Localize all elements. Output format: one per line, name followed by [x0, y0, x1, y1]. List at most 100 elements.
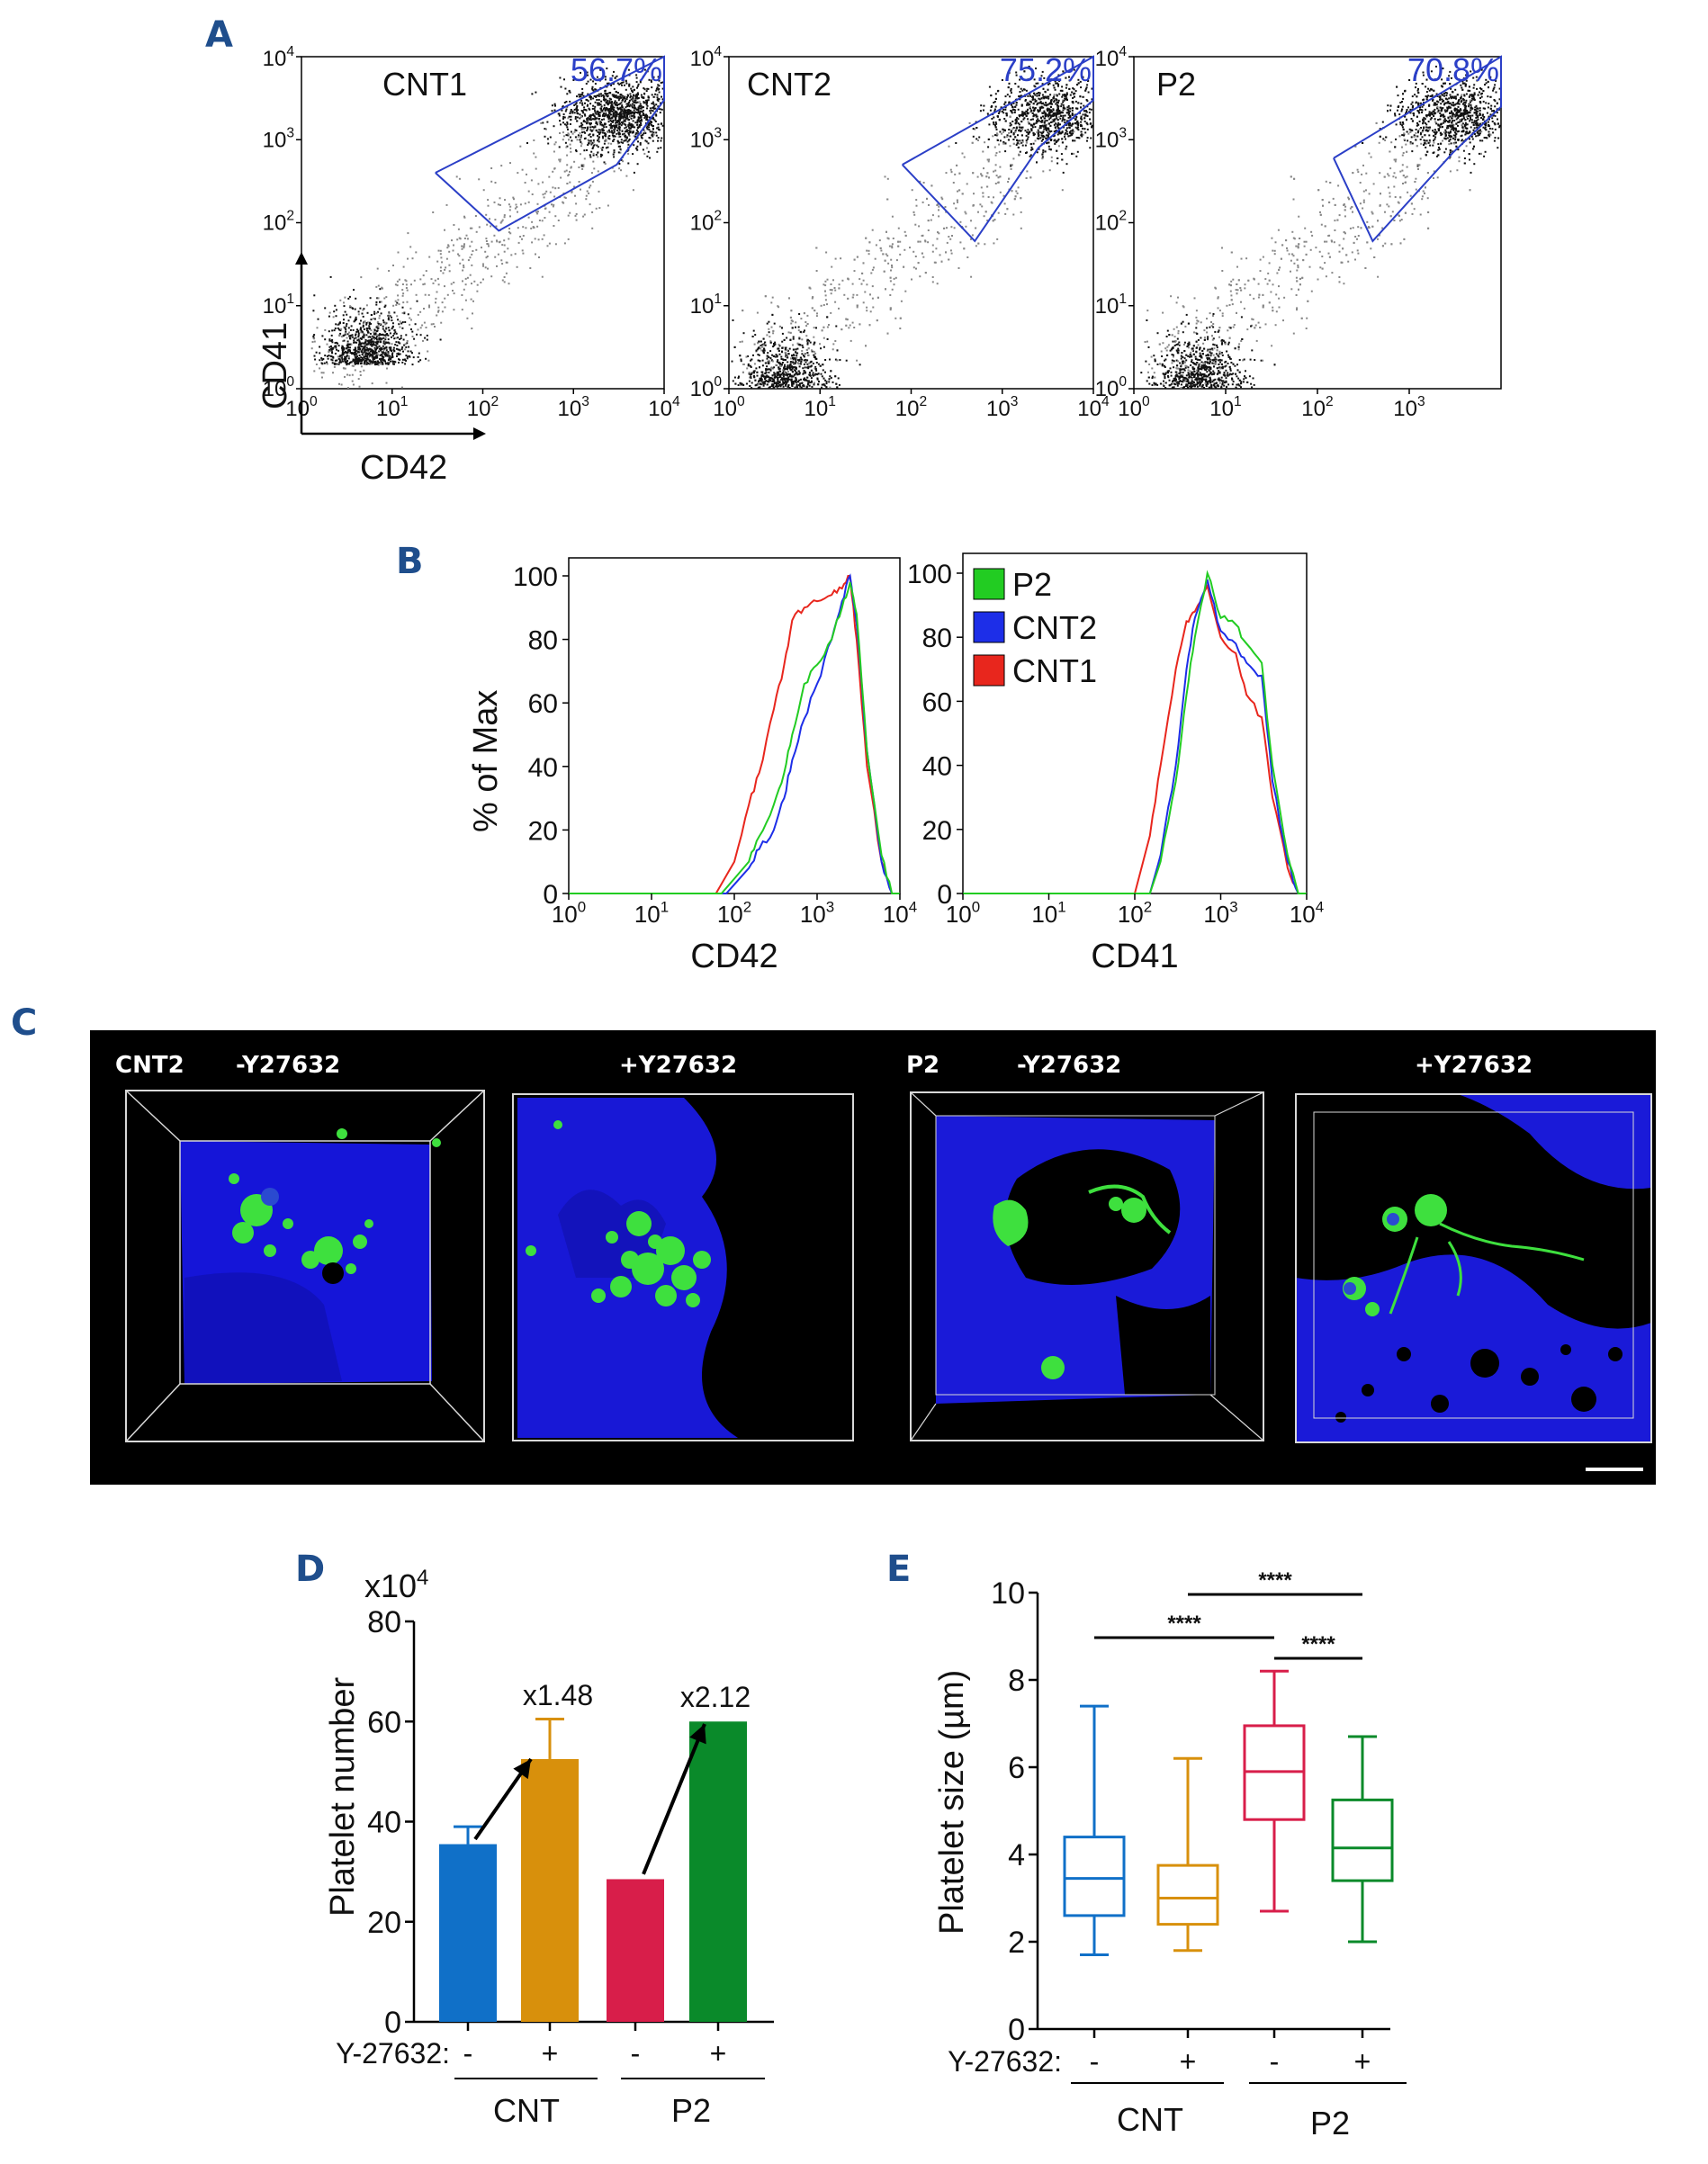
scatter-dot	[379, 340, 382, 343]
scatter-dot	[551, 203, 553, 206]
scatter-dot	[321, 376, 323, 379]
scatter-dot	[369, 344, 372, 346]
scatter-dot	[391, 355, 394, 358]
scatter-dot	[396, 301, 399, 304]
scatter-dot	[439, 338, 442, 341]
scatter-dot	[575, 212, 578, 215]
scatter-dot	[595, 207, 598, 210]
scatter-dot	[1062, 103, 1065, 106]
scatter-dot	[418, 352, 420, 355]
scatter-dot	[931, 276, 934, 278]
scatter-dot	[1065, 86, 1067, 89]
scatter-dot	[320, 362, 323, 364]
scatter-dot	[990, 94, 993, 97]
scatter-dot	[1086, 114, 1089, 117]
scatter-dot	[1065, 94, 1068, 96]
scatter-dot	[1056, 94, 1058, 96]
scatter-dot	[750, 375, 752, 378]
scatter-dot	[591, 113, 594, 116]
scatter-dot	[319, 367, 321, 370]
scatter-dot	[777, 305, 779, 308]
scatter-dot	[928, 203, 930, 206]
scatter-dot	[562, 131, 564, 134]
scatter-dot	[989, 109, 992, 112]
scatter-dot	[612, 132, 615, 135]
scatter-dot	[865, 237, 867, 239]
scatter-dot	[1062, 118, 1065, 121]
scatter-dot	[381, 355, 383, 357]
scatter-dot	[328, 346, 331, 348]
scatter-dot	[1060, 114, 1063, 117]
scatter-dot	[615, 90, 617, 93]
scatter-dot	[567, 132, 570, 135]
scatter-dot	[1049, 148, 1052, 151]
scatter-dot	[636, 148, 639, 151]
scatter-dot	[385, 349, 388, 352]
scatter-dot	[830, 376, 832, 379]
scatter-dot	[341, 358, 344, 361]
scatter-dot	[773, 372, 776, 374]
scatter-dot	[809, 382, 812, 384]
scatter-dot	[776, 371, 778, 373]
scatter-dot	[1073, 68, 1075, 71]
scatter-dot	[616, 112, 618, 115]
scatter-dot	[802, 367, 805, 370]
scatter-dot	[1003, 118, 1006, 120]
scatter-dot	[787, 361, 789, 364]
scatter-dot	[487, 204, 490, 207]
scatter-dot	[389, 355, 391, 357]
scatter-dot	[554, 215, 557, 218]
scatter-dot	[648, 129, 651, 131]
scatter-dot	[552, 170, 554, 173]
scatter-dot	[1061, 130, 1064, 133]
scatter-dot	[1080, 121, 1083, 123]
scatter-dot	[536, 212, 539, 215]
scatter-dot	[621, 133, 624, 136]
scatter-dot	[975, 138, 978, 140]
scatter-dot	[418, 360, 420, 363]
scatter-dot	[651, 103, 653, 105]
scatter-dot	[589, 108, 591, 111]
scatter-dot	[1036, 103, 1038, 106]
scatter-dot	[373, 361, 375, 364]
scatter-dot	[505, 272, 508, 274]
scatter-dot	[592, 89, 595, 92]
scatter-dot	[552, 186, 554, 189]
scatter-dot	[862, 279, 865, 282]
scatter-dot	[616, 120, 619, 121]
scatter-dot	[360, 319, 362, 322]
scatter-dot	[1017, 85, 1020, 88]
scatter-dot	[1039, 108, 1041, 111]
scatter-dot	[657, 100, 660, 103]
scatter-dot	[591, 211, 594, 213]
scatter-dot	[401, 294, 404, 297]
scatter-dot	[610, 105, 613, 107]
scatter-dot	[1082, 127, 1083, 130]
scatter-dot	[373, 312, 376, 315]
scatter-dot	[1025, 177, 1028, 179]
scatter-dot	[791, 385, 794, 387]
scatter-dot	[1070, 132, 1073, 135]
scatter-dot	[437, 310, 439, 313]
scatter-dot	[765, 368, 768, 371]
scatter-dot	[439, 249, 442, 252]
scatter-dot	[852, 293, 855, 296]
scatter-dot	[661, 124, 664, 127]
scatter-dot	[591, 130, 594, 132]
scatter-dot	[471, 227, 473, 229]
scatter-dot	[1047, 145, 1050, 148]
scatter-dot	[1023, 112, 1026, 114]
scatter-dot	[642, 133, 644, 136]
scatter-dot	[582, 121, 585, 122]
scatter-dot	[385, 346, 388, 348]
scatter-dot	[372, 355, 374, 357]
scatter-dot	[586, 121, 589, 124]
scatter-dot	[639, 103, 642, 105]
scatter-dot	[785, 355, 787, 358]
scatter-dot	[546, 138, 549, 140]
scatter-dot	[588, 192, 590, 194]
scatter-dot	[524, 182, 526, 184]
scatter-dot	[605, 112, 607, 115]
scatter-dot	[330, 334, 333, 337]
scatter-dot	[810, 360, 813, 363]
